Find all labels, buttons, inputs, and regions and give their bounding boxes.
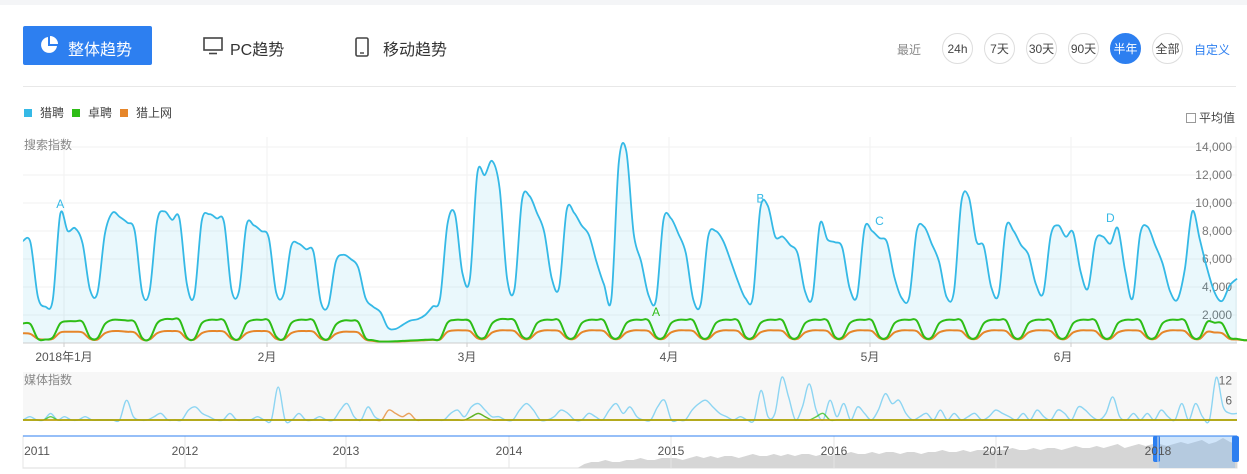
search-panel-title: 搜索指数: [24, 137, 72, 152]
legend-item-zhaopin[interactable]: 卓聘: [72, 104, 112, 121]
navigator-x-tick-label: 2018: [1145, 444, 1172, 458]
tab-overall-label: 整体趋势: [68, 42, 133, 59]
range-30d[interactable]: 30天: [1026, 33, 1057, 64]
annotation-label: A: [56, 197, 64, 211]
navigator-x-tick-label: 2017: [983, 444, 1010, 458]
navigator-selection: [1157, 436, 1235, 468]
annotation-label: B: [756, 192, 764, 206]
y-tick-label: 4,000: [1202, 280, 1232, 294]
legend-label: 猎上网: [136, 106, 173, 120]
media-y-tick-label: 12: [1219, 374, 1233, 388]
legend-label: 猎聘: [40, 106, 65, 120]
average-label: 平均值: [1199, 111, 1236, 125]
series-line-1: [22, 317, 1247, 343]
x-tick-label: 3月: [458, 350, 477, 364]
custom-range-link[interactable]: 自定义: [1194, 43, 1231, 57]
legend-item-lieshangwang[interactable]: 猎上网: [120, 104, 172, 121]
media-y-tick-label: 6: [1225, 393, 1232, 407]
annotation-label: A: [652, 305, 660, 319]
legend-swatch: [120, 108, 128, 117]
y-tick-label: 14,000: [1195, 140, 1232, 154]
navigator-handle-right: [1232, 436, 1239, 462]
x-tick-label: 4月: [660, 350, 679, 364]
y-tick-label: 12,000: [1195, 168, 1232, 182]
x-tick-label: 2018年1月: [35, 350, 92, 364]
mobile-icon: [355, 37, 369, 62]
pie-chart-icon: [39, 35, 59, 60]
series-line-2: [22, 329, 1247, 343]
x-tick-label: 6月: [1054, 350, 1073, 364]
tab-mobile-label: 移动趋势: [383, 42, 448, 59]
legend-swatch: [72, 108, 80, 117]
x-tick-label: 5月: [861, 350, 880, 364]
navigator-x-tick-label: 2013: [333, 444, 360, 458]
range-all[interactable]: 全部: [1152, 33, 1183, 64]
series-line-0: [22, 142, 1238, 331]
range-90d[interactable]: 90天: [1068, 33, 1099, 64]
annotation-label: C: [875, 214, 884, 228]
range-label: 最近: [897, 43, 922, 57]
annotation-label: D: [1106, 211, 1115, 225]
y-tick-label: 6,000: [1202, 252, 1232, 266]
navigator-overview-area: [23, 438, 1237, 468]
y-tick-label: 2,000: [1202, 308, 1232, 322]
legend-item-liepin[interactable]: 猎聘: [24, 104, 64, 121]
legend-label: 卓聘: [88, 106, 113, 120]
y-tick-label: 10,000: [1195, 196, 1232, 210]
header-divider: [23, 86, 1236, 87]
navigator-x-tick-label: 2016: [821, 444, 848, 458]
tab-pc-label: PC趋势: [230, 42, 285, 59]
y-tick-label: 8,000: [1202, 224, 1232, 238]
range-half-year[interactable]: 半年: [1110, 33, 1141, 64]
navigator-x-tick-label: 2012: [172, 444, 199, 458]
search-panel: 2,000 4,000 6,000 8,000 10,000 12,000 14,000 搜索…: [22, 133, 1247, 364]
navigator-x-tick-label: 2014: [496, 444, 523, 458]
navigator-x-tick-label: 2011: [24, 444, 50, 458]
tab-overall[interactable]: 整体趋势: [23, 26, 152, 65]
monitor-icon: [203, 37, 223, 60]
navigator-panel: 2011 2012 2013 2014 2015 2016 2017 2018: [22, 435, 1239, 469]
media-panel: 媒体指数 6 12: [22, 372, 1238, 424]
navigator-x-tick-label: 2015: [658, 444, 685, 458]
average-toggle[interactable]: 平均值: [1186, 109, 1235, 126]
media-series-line-0: [22, 376, 1238, 424]
range-7d[interactable]: 7天: [984, 33, 1015, 64]
range-24h[interactable]: 24h: [942, 33, 973, 64]
average-checkbox[interactable]: [1186, 112, 1196, 123]
legend-swatch: [24, 108, 32, 117]
media-panel-title: 媒体指数: [24, 372, 72, 387]
series-area-0: [23, 142, 1237, 343]
x-tick-label: 2月: [258, 350, 277, 364]
